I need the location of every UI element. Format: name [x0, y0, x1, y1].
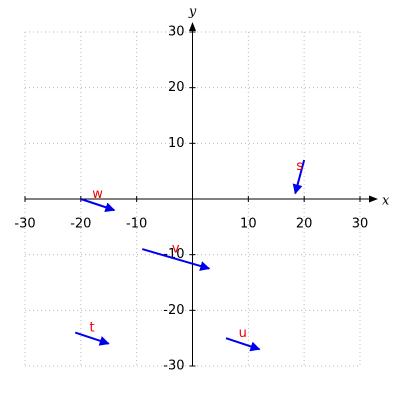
y-tick-label: -30 [163, 359, 184, 374]
x-tick-label: -10 [126, 217, 147, 232]
x-axis-arrow [369, 195, 378, 203]
vector-arrow [292, 159, 306, 195]
vector-arrow [141, 248, 211, 271]
vector-label: u [239, 326, 247, 341]
vector-label: t [89, 321, 94, 336]
x-axis-label: x [382, 194, 390, 209]
vector-label: w [92, 187, 103, 202]
vector-arrow [225, 337, 261, 352]
y-axis-label: y [188, 5, 197, 20]
vector-arrow [74, 331, 110, 346]
y-tick-label: -20 [163, 303, 184, 318]
x-tick-label: -30 [14, 217, 35, 232]
y-tick-label: -10 [163, 247, 184, 262]
vector-label: v [172, 241, 180, 256]
x-tick-label: -20 [70, 217, 91, 232]
y-tick-label: 20 [168, 80, 185, 95]
x-tick-label: 30 [352, 217, 369, 232]
vector-arrow [80, 198, 116, 213]
vector-label: s [296, 159, 303, 174]
y-tick-label: 10 [168, 136, 185, 151]
x-tick-label: 10 [240, 217, 257, 232]
y-axis-arrow [189, 22, 196, 31]
x-tick-label: 20 [296, 217, 313, 232]
y-tick-label: 30 [168, 25, 185, 40]
